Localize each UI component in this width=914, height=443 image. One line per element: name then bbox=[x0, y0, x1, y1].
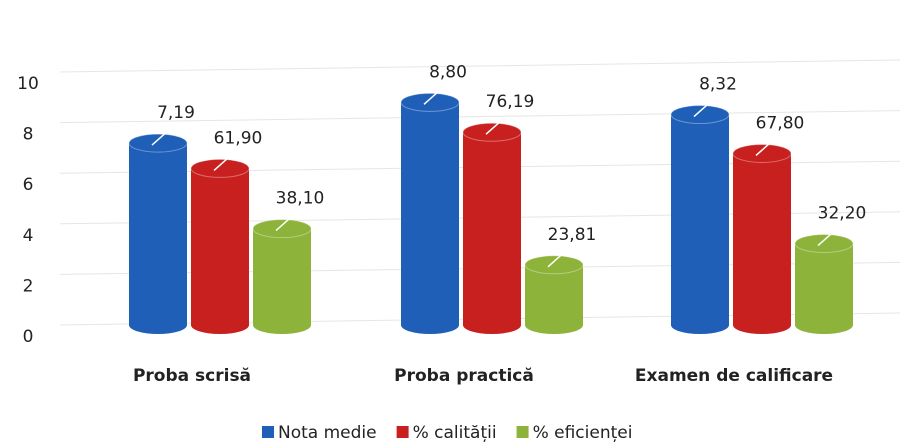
label-leader bbox=[151, 128, 171, 146]
data-label: 7,19 bbox=[157, 103, 195, 123]
label-leader bbox=[817, 228, 837, 247]
bar-top bbox=[732, 143, 792, 163]
data-label: 38,10 bbox=[276, 189, 325, 209]
bar-body bbox=[795, 243, 853, 325]
bar bbox=[732, 143, 792, 334]
bar-base bbox=[671, 316, 729, 334]
data-label: 8,32 bbox=[699, 75, 737, 95]
label-leader bbox=[423, 87, 443, 105]
y-tick-label: 0 bbox=[23, 327, 34, 347]
bar-top bbox=[128, 133, 188, 153]
legend-swatch bbox=[396, 426, 409, 438]
bar-top bbox=[670, 105, 730, 125]
bar bbox=[524, 255, 584, 334]
legend-label: Nota medie bbox=[278, 423, 377, 443]
bar-body bbox=[733, 153, 791, 325]
label-leader bbox=[693, 99, 713, 118]
label-leader bbox=[755, 138, 775, 157]
bar-base bbox=[733, 316, 791, 334]
bar-body bbox=[253, 228, 311, 325]
legend-swatch bbox=[516, 426, 529, 438]
bar-top bbox=[794, 234, 854, 254]
y-tick-label: 2 bbox=[23, 276, 34, 296]
data-label: 8,80 bbox=[429, 62, 467, 82]
label-leader bbox=[213, 153, 233, 171]
bar-base bbox=[525, 316, 583, 334]
data-label: 61,90 bbox=[214, 128, 263, 148]
bar-top bbox=[462, 122, 522, 142]
legend-label: % calității bbox=[413, 423, 497, 443]
bar-top bbox=[400, 92, 460, 112]
bar-base bbox=[401, 316, 459, 334]
bar-top bbox=[190, 158, 250, 178]
bar bbox=[252, 219, 312, 334]
label-leader bbox=[485, 117, 505, 135]
bar-body bbox=[191, 168, 249, 325]
x-tick-label: Proba practică bbox=[394, 366, 534, 386]
data-label: 23,81 bbox=[548, 225, 597, 245]
bar bbox=[190, 158, 250, 334]
bar-base bbox=[253, 316, 311, 334]
bar bbox=[128, 133, 188, 334]
y-tick-label: 6 bbox=[23, 175, 34, 195]
y-tick-label: 10 bbox=[17, 74, 39, 94]
data-label: 67,80 bbox=[756, 113, 805, 133]
bar-top bbox=[252, 219, 312, 239]
bar-body bbox=[525, 264, 583, 325]
bar bbox=[400, 92, 460, 334]
bar bbox=[670, 105, 730, 334]
bar-base bbox=[191, 316, 249, 334]
bar bbox=[794, 234, 854, 334]
grid-line bbox=[59, 110, 901, 124]
bar-body bbox=[401, 102, 459, 325]
y-tick-label: 8 bbox=[23, 125, 34, 145]
legend-label: % eficienței bbox=[533, 423, 633, 443]
bar-body bbox=[129, 143, 187, 325]
bar bbox=[462, 122, 522, 334]
label-leader bbox=[547, 250, 567, 268]
bar-top bbox=[524, 255, 584, 275]
bar-base bbox=[463, 316, 521, 334]
data-label: 76,19 bbox=[486, 92, 535, 112]
grid-line bbox=[59, 59, 901, 73]
bar-body bbox=[463, 132, 521, 325]
bar-body bbox=[671, 114, 729, 325]
x-tick-label: Examen de calificare bbox=[635, 366, 833, 386]
legend-swatch bbox=[262, 426, 274, 438]
x-tick-label: Proba scrisă bbox=[133, 366, 251, 386]
bar-base bbox=[129, 316, 187, 334]
bar-base bbox=[795, 316, 853, 334]
y-tick-label: 4 bbox=[23, 226, 34, 246]
data-label: 32,20 bbox=[818, 204, 867, 224]
label-leader bbox=[275, 214, 295, 232]
